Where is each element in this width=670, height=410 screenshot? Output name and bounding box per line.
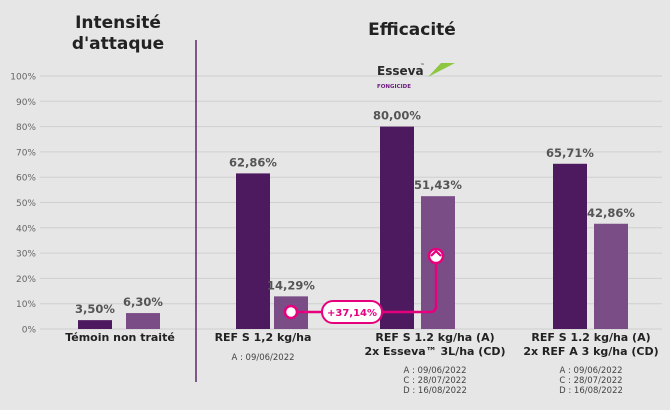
arrow-head-icon [430,249,442,257]
application-date: D : 16/08/2022 [403,386,467,396]
bar [236,173,270,329]
bar [380,126,414,329]
section-title-intensity-line2: d'attaque [72,34,164,54]
bar-value-label: 3,50% [75,302,115,316]
y-tick-label: 40% [16,224,36,234]
bar-value-label: 62,86% [229,155,277,169]
improvement-badge-label: +37,14% [327,308,377,319]
bar-value-label: 14,29% [267,278,315,292]
arrow-start-marker [283,304,299,320]
category-label: Témoin non traité [65,331,175,344]
category-label-line2: 2x Esseva™ 3L/ha (CD) [364,345,505,358]
application-date: D : 16/08/2022 [559,386,623,396]
y-tick-label: 30% [16,250,36,260]
bar [553,163,587,329]
bar-value-label: 65,71% [546,146,594,160]
application-date: A : 09/06/2022 [403,366,466,376]
category-label: REF S 1,2 kg/ha [215,331,312,344]
bar-value-label: 80,00% [373,109,421,123]
bar [594,223,628,329]
application-date: C : 28/07/2022 [559,376,622,386]
bar-value-label: 42,86% [587,206,635,220]
section-title-intensity: Intensité [75,13,161,33]
y-tick-label: 60% [16,174,36,184]
bar-value-label: 6,30% [123,295,163,309]
arrow-end-marker [427,247,445,265]
bar-value-label: 51,43% [414,178,462,192]
improvement-badge [321,300,383,324]
y-tick-label: 0% [22,326,37,336]
logo-subtitle: FONGICIDE [377,84,411,90]
category-label: REF S 1.2 kg/ha (A) [375,331,494,344]
y-tick-label: 10% [16,300,36,310]
section-title-efficacy: Efficacité [368,20,456,40]
logo-leaf-icon [428,63,455,77]
y-tick-label: 100% [10,73,36,83]
y-tick-label: 70% [16,148,36,158]
application-date: A : 09/06/2022 [559,366,622,376]
y-tick-label: 20% [16,275,36,285]
improvement-arrow-line [291,258,438,314]
category-label-line2: 2x REF A 3 kg/ha (CD) [523,345,658,358]
y-tick-label: 80% [16,123,36,133]
application-date: C : 28/07/2022 [403,376,466,386]
y-tick-label: 90% [16,98,36,108]
application-date: A : 09/06/2022 [231,353,294,363]
bar [126,313,160,329]
bar [78,320,112,329]
logo-name: Esseva [377,64,424,78]
y-tick-label: 50% [16,199,36,209]
category-label: REF S 1.2 kg/ha (A) [531,331,650,344]
logo-trademark: ™ [420,63,425,69]
